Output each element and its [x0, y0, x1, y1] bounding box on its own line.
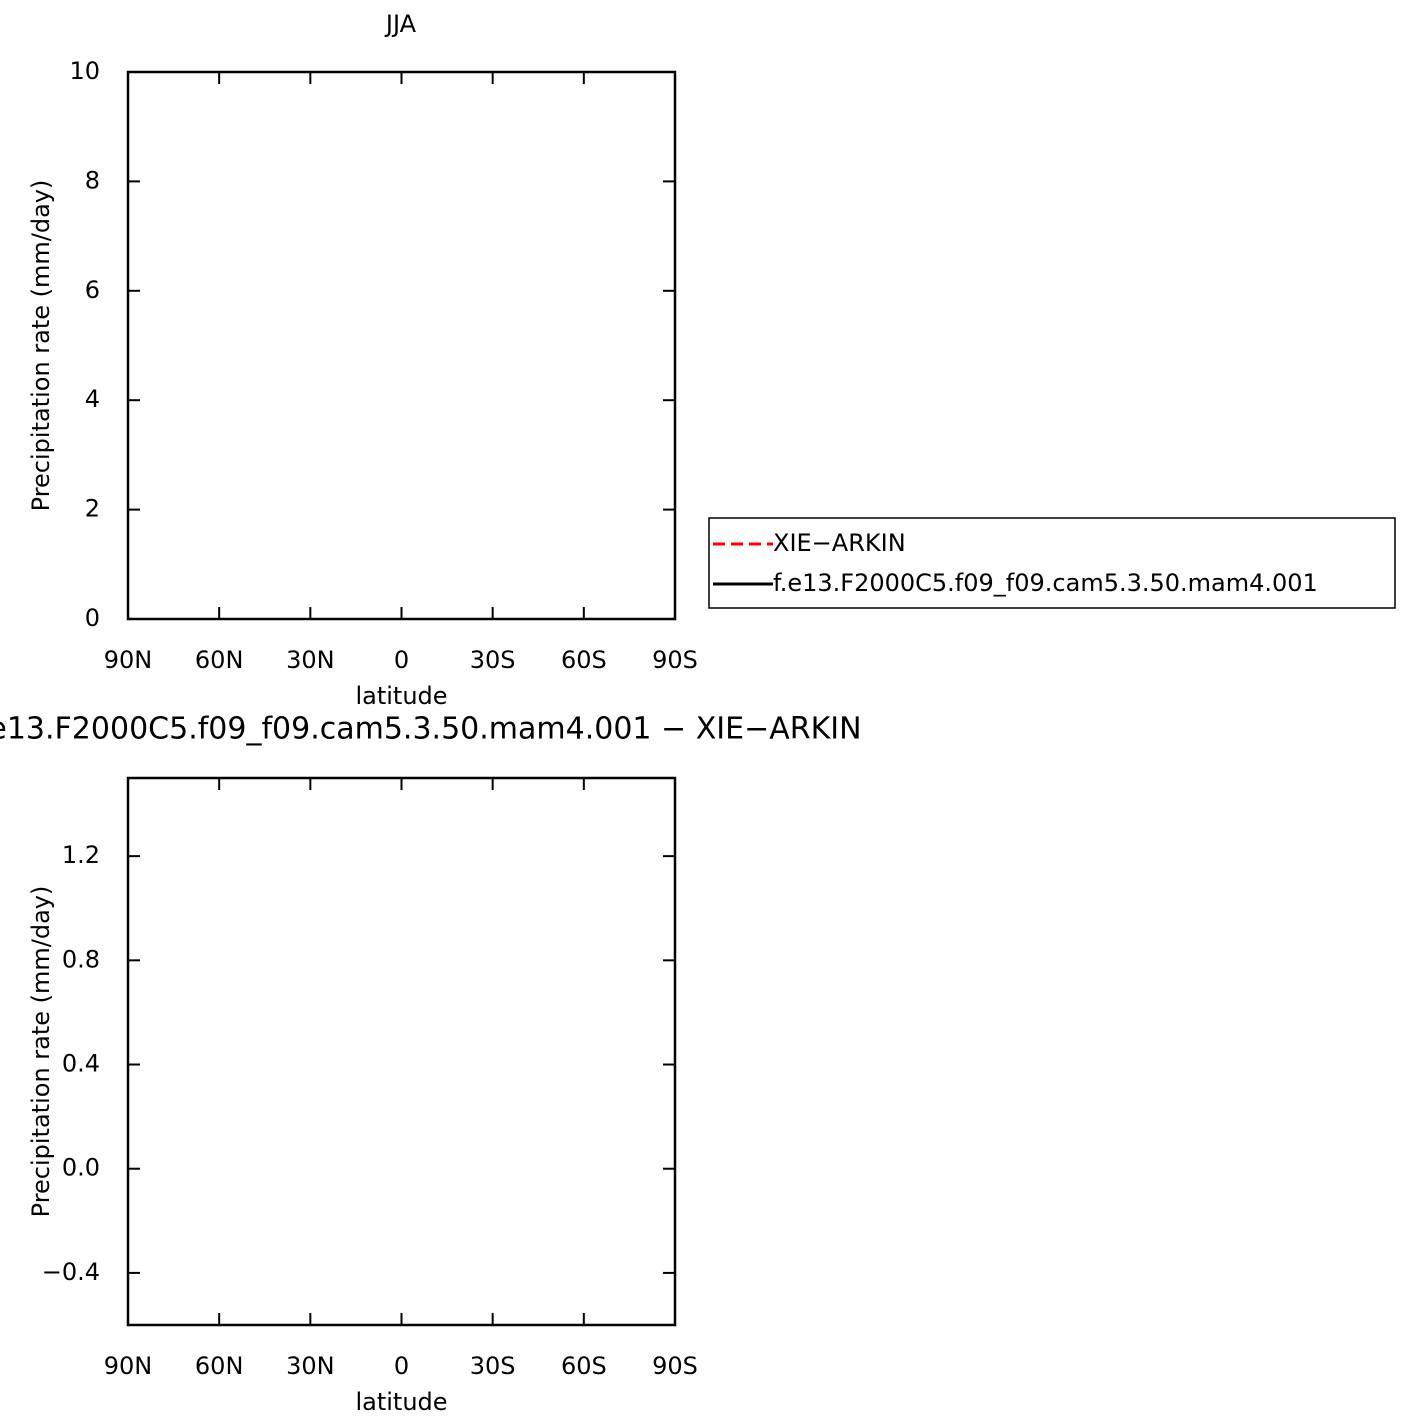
legend-label: XIE−ARKIN [773, 529, 906, 557]
x-tick-label: 90S [652, 1352, 698, 1380]
x-tick-label: 30N [286, 646, 335, 674]
legend-box [708, 517, 1396, 609]
x-tick-label: 90N [104, 646, 153, 674]
y-tick-label: 1.2 [62, 841, 100, 869]
y-axis-label: Precipitation rate (mm/day) [27, 886, 55, 1218]
x-tick-label: 30N [286, 1352, 335, 1380]
y-tick-label: 2 [85, 495, 100, 523]
plot-frame [126, 776, 677, 1327]
x-tick-label: 60S [561, 1352, 607, 1380]
x-axis-label: latitude [355, 1388, 447, 1416]
x-tick-label: 0 [394, 1352, 409, 1380]
y-axis-label: Precipitation rate (mm/day) [27, 180, 55, 512]
y-tick-label: 10 [69, 57, 100, 85]
chart-title: f.e13.F2000C5.f09_f09.cam5.3.50.mam4.001… [0, 712, 862, 747]
x-tick-label: 60S [561, 646, 607, 674]
y-tick-label: 8 [85, 166, 100, 194]
x-tick-label: 90S [652, 646, 698, 674]
x-tick-label: 60N [195, 1352, 244, 1380]
chart-title: JJA [384, 10, 417, 38]
y-tick-label: 0.4 [62, 1050, 100, 1078]
x-tick-label: 30S [470, 1352, 516, 1380]
y-tick-label: 0 [85, 604, 100, 632]
legend-label: f.e13.F2000C5.f09_f09.cam5.3.50.mam4.001 [773, 569, 1318, 597]
y-tick-label: 6 [85, 276, 100, 304]
y-tick-label: −0.4 [42, 1258, 100, 1286]
y-tick-label: 0.8 [62, 945, 100, 973]
x-tick-label: 90N [104, 1352, 153, 1380]
y-label-group: Precipitation rate (mm/day) [27, 886, 55, 1218]
x-axis-label: latitude [355, 682, 447, 710]
y-tick-label: 0.0 [62, 1154, 100, 1182]
plot-frame [126, 70, 677, 621]
x-tick-label: 0 [394, 646, 409, 674]
x-tick-label: 60N [195, 646, 244, 674]
x-tick-label: 30S [470, 646, 516, 674]
y-tick-label: 4 [85, 385, 100, 413]
